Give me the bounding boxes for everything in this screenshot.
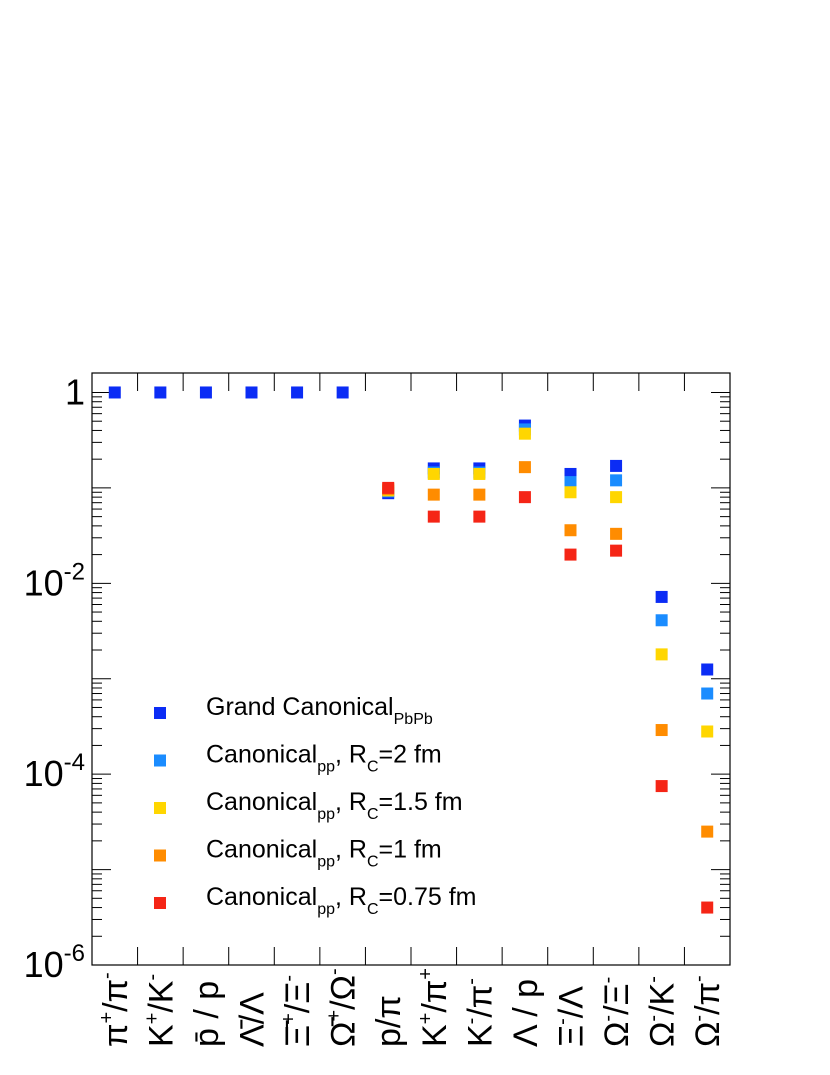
- legend: Grand CanonicalPbPb Canonicalpp, RC=2 fm C…: [154, 693, 476, 918]
- marker-series-2-cat-13: [701, 725, 714, 738]
- marker-series-4-cat-7: [427, 510, 440, 523]
- marker-series-1-cat-10: [564, 476, 577, 489]
- x-category-label: Λ / p: [507, 979, 545, 1047]
- marker-series-1-cat-13: [701, 687, 714, 700]
- legend-marker: [154, 849, 166, 862]
- marker-series-2-cat-7: [427, 467, 440, 480]
- marker-series-0-cat-4: [291, 386, 304, 399]
- marker-series-2-cat-8: [473, 467, 486, 480]
- marker-series-3-cat-11: [610, 527, 623, 540]
- marker-series-2-cat-11: [610, 491, 623, 504]
- y-tick-label: 10-4: [24, 749, 85, 794]
- marker-series-0-cat-1: [154, 386, 167, 399]
- marker-series-4-cat-11: [610, 544, 623, 557]
- marker-series-3-cat-13: [701, 825, 714, 838]
- x-category-label: K+/π+: [415, 968, 454, 1047]
- x-category-label: Ω̄+/Ω-: [324, 968, 363, 1047]
- y-tick-label: 10-6: [24, 940, 85, 985]
- x-axis-labels: π+/π-K+/K-p̄ / pΛ̄/ΛΞ̄+/Ξ-Ω̄+/Ω-p/πK+/π+…: [96, 373, 727, 1047]
- marker-series-2-cat-10: [564, 486, 577, 499]
- x-category-label: π+/π-: [96, 972, 135, 1047]
- marker-series-0-cat-2: [199, 386, 212, 399]
- marker-series-1-cat-12: [655, 614, 668, 627]
- marker-series-0-cat-13: [701, 663, 714, 676]
- marker-series-0-cat-3: [245, 386, 258, 399]
- x-category-label: Ξ-/Λ: [552, 986, 591, 1047]
- data-markers: [108, 386, 714, 914]
- marker-series-4-cat-10: [564, 548, 577, 561]
- marker-series-0-cat-12: [655, 590, 668, 603]
- marker-series-0-cat-0: [108, 386, 121, 399]
- legend-marker: [154, 897, 166, 909]
- marker-series-0-cat-11: [610, 459, 623, 472]
- x-category-label: p̄ / p: [188, 981, 226, 1047]
- legend-entry-label: Canonicalpp, RC=0.75 fm: [206, 883, 476, 918]
- legend-entry-label: Grand CanonicalPbPb: [206, 693, 433, 728]
- marker-series-4-cat-12: [655, 780, 668, 793]
- marker-series-3-cat-7: [427, 488, 440, 501]
- marker-series-4-cat-8: [473, 510, 486, 523]
- marker-series-3-cat-12: [655, 724, 668, 737]
- marker-series-3-cat-8: [473, 488, 486, 501]
- x-category-label: K-/π-: [460, 978, 499, 1047]
- plot-frame-group: [91, 372, 731, 966]
- legend-marker: [154, 754, 166, 767]
- x-category-label: Λ̄/Λ: [234, 992, 272, 1047]
- legend-entry-label: Canonicalpp, RC=1 fm: [206, 836, 442, 871]
- marker-series-4-cat-13: [701, 901, 714, 914]
- x-category-label: Ω-/K-: [643, 976, 682, 1047]
- legend-marker: [154, 707, 166, 719]
- y-tick-label: 10-2: [24, 558, 85, 603]
- marker-series-3-cat-10: [564, 524, 577, 537]
- legend-marker: [154, 802, 166, 814]
- marker-series-3-cat-9: [518, 461, 531, 474]
- y-tick-label: 1: [65, 371, 85, 412]
- marker-series-2-cat-9: [518, 427, 531, 440]
- plot-frame: [91, 372, 731, 966]
- x-category-label: Ω-/π-: [688, 975, 727, 1047]
- y-axis-ticks: 1 10-2 10-4 10-6: [24, 371, 730, 985]
- marker-series-0-cat-5: [336, 386, 349, 399]
- legend-entry-label: Canonicalpp, RC=2 fm: [206, 741, 442, 776]
- legend-entry-label: Canonicalpp, RC=1.5 fm: [206, 788, 463, 823]
- x-category-label: p/π: [370, 995, 408, 1047]
- marker-series-4-cat-6: [382, 481, 395, 494]
- x-category-label: Ω-/Ξ-: [597, 977, 636, 1047]
- marker-series-1-cat-11: [610, 474, 623, 487]
- x-category-label: Ξ̄+/Ξ-: [278, 975, 317, 1047]
- marker-series-2-cat-12: [655, 648, 668, 661]
- x-category-label: K+/K-: [141, 974, 180, 1047]
- marker-series-4-cat-9: [518, 491, 531, 504]
